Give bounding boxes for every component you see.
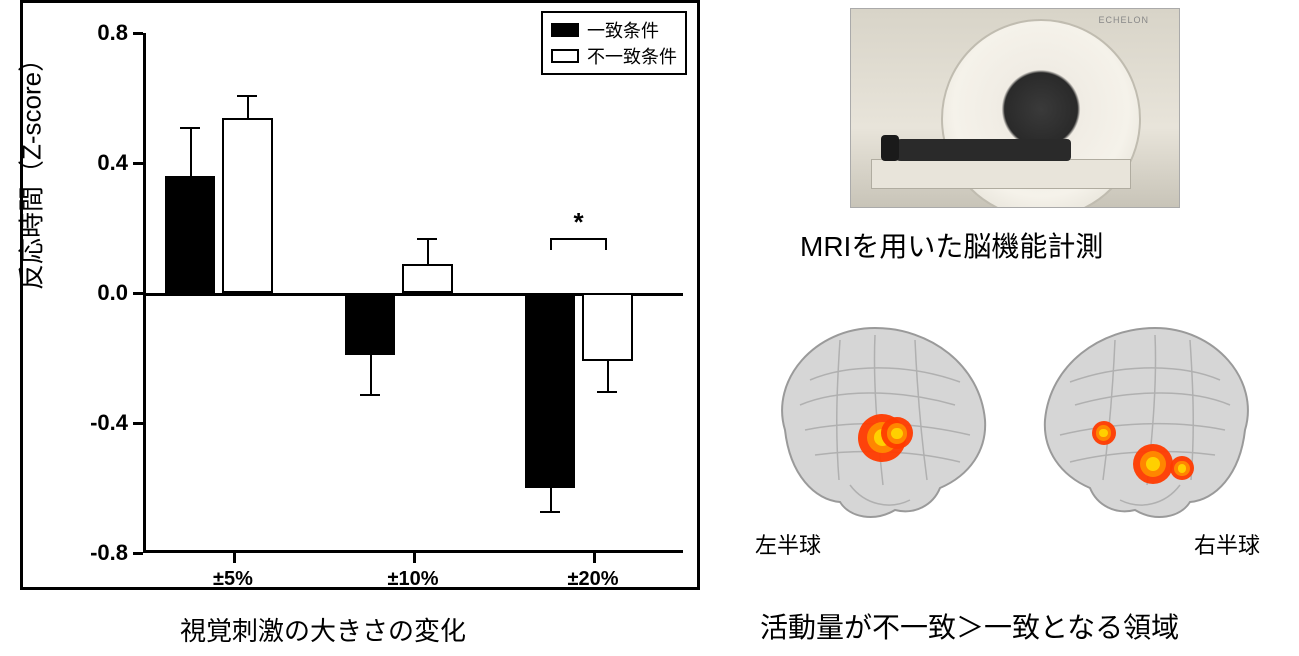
error-bar [370,355,372,394]
y-tick-label: -0.8 [90,540,128,566]
brain-left-label: 左半球 [755,528,821,560]
mri-caption: MRIを用いた脳機能計測 [800,225,1103,265]
error-cap [597,391,617,393]
x-tick-label: ±10% [387,568,438,591]
bar [525,293,575,488]
legend-row: 不一致条件 [551,43,677,69]
activation-blob [1146,457,1160,471]
legend-row: 一致条件 [551,17,677,43]
bar [582,293,632,361]
significance-star: * [574,207,584,238]
y-tick-label: 0.4 [97,150,128,176]
bar [402,264,452,293]
error-cap [417,238,437,240]
bar [345,293,395,355]
bar [165,176,215,293]
y-tick [133,552,143,555]
legend-label: 不一致条件 [587,43,677,69]
y-tick-label: 0.8 [97,20,128,46]
bar-chart: -0.8-0.40.00.40.8±5%±10%±20%* 一致条件 不一致条件 [20,0,700,590]
brain-bottom-caption: 活動量が不一致＞一致となる領域 [760,606,1179,646]
mri-feet-icon [881,135,899,161]
y-tick [133,422,143,425]
mri-patient-icon [891,139,1071,161]
error-bar [550,488,552,511]
legend-swatch-white [551,49,579,63]
activation-blob [1099,429,1107,437]
brain-right-hemisphere [1030,310,1275,530]
x-tick-label: ±5% [213,568,253,591]
x-tick-label: ±20% [567,568,618,591]
significance-bracket [550,238,608,240]
x-axis-bottom-line [143,550,683,553]
x-tick [413,553,416,563]
error-cap [237,95,257,97]
brain-area: 左半球 右半球 [750,300,1280,560]
y-tick-label: -0.4 [90,410,128,436]
y-tick [133,32,143,35]
error-bar [190,127,192,176]
right-panel: ECHELON MRIを用いた脳機能計測 [720,0,1299,656]
legend-label: 一致条件 [587,17,659,43]
mri-brand-text: ECHELON [1098,15,1149,25]
y-axis-label: 反応時間（Z-score） [12,46,49,290]
mri-table-icon [871,159,1131,189]
activation-blob [891,428,902,439]
error-bar [607,361,609,390]
error-cap [360,394,380,396]
y-tick [133,292,143,295]
error-cap [540,511,560,513]
legend-swatch-black [551,23,579,37]
y-tick [133,162,143,165]
left-panel: -0.8-0.40.00.40.8±5%±10%±20%* 一致条件 不一致条件… [0,0,720,656]
figure-container: -0.8-0.40.00.40.8±5%±10%±20%* 一致条件 不一致条件… [0,0,1299,656]
y-tick-label: 0.0 [97,280,128,306]
plot-area: -0.8-0.40.00.40.8±5%±10%±20%* [143,33,683,553]
error-cap [180,127,200,129]
x-tick [593,553,596,563]
activation-blob [1178,464,1186,472]
error-bar [427,238,429,264]
x-axis-label: 視覚刺激の大きさの変化 [180,611,466,648]
error-bar [247,95,249,118]
brain-right-label: 右半球 [1194,528,1260,560]
x-tick [233,553,236,563]
bar [222,118,272,294]
brain-left-hemisphere [755,310,1000,530]
mri-scanner-photo: ECHELON [850,8,1180,208]
chart-legend: 一致条件 不一致条件 [541,11,687,75]
